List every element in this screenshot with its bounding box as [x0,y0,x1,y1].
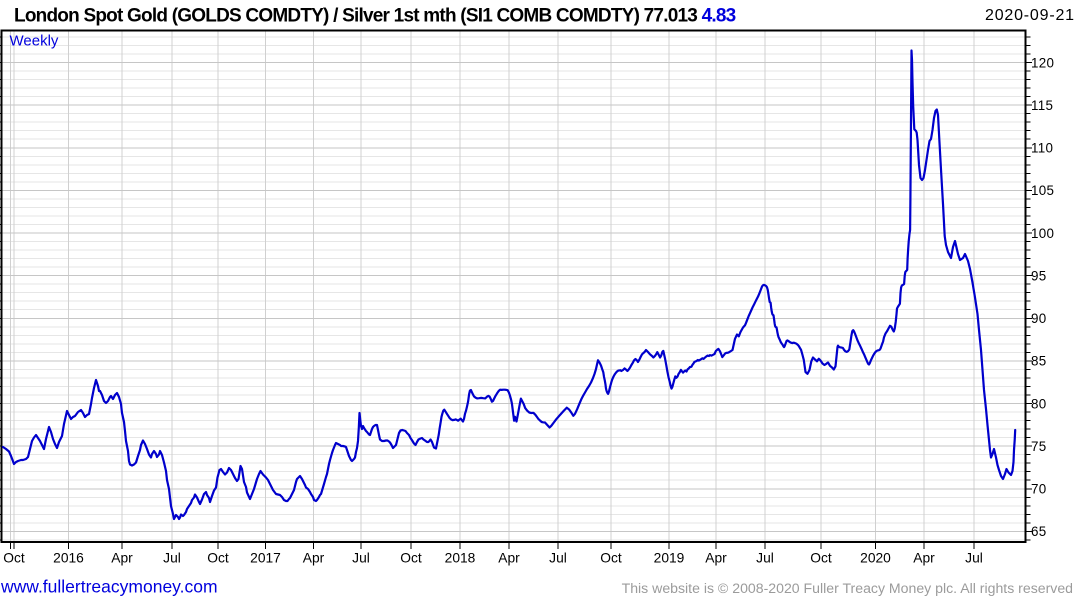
svg-text:120: 120 [1031,55,1054,70]
svg-text:65: 65 [1031,524,1047,539]
svg-text:100: 100 [1031,226,1054,241]
svg-text:2016: 2016 [53,551,84,566]
svg-text:115: 115 [1031,98,1053,113]
svg-text:Oct: Oct [207,551,229,566]
svg-text:London Spot Gold (GOLDS COMDTY: London Spot Gold (GOLDS COMDTY) / Silver… [14,6,736,27]
svg-text:www.fullertreacymoney.com: www.fullertreacymoney.com [0,577,218,597]
svg-text:90: 90 [1031,311,1047,326]
svg-text:75: 75 [1031,439,1047,454]
svg-text:Jul: Jul [756,551,774,566]
svg-text:105: 105 [1031,183,1054,198]
svg-text:2020: 2020 [860,551,891,566]
svg-text:2017: 2017 [250,551,281,566]
svg-text:Jul: Jul [965,551,983,566]
svg-text:Oct: Oct [3,551,25,566]
svg-text:85: 85 [1031,354,1047,369]
svg-text:95: 95 [1031,268,1047,283]
svg-text:Oct: Oct [810,551,832,566]
svg-text:Oct: Oct [600,551,622,566]
svg-text:Apr: Apr [303,551,325,566]
svg-text:70: 70 [1031,482,1047,497]
svg-text:80: 80 [1031,396,1047,411]
svg-text:This website is © 2008-2020 Fu: This website is © 2008-2020 Fuller Treac… [622,580,1073,596]
svg-text:Apr: Apr [498,551,520,566]
svg-text:2018: 2018 [445,551,476,566]
svg-text:Jul: Jul [163,551,181,566]
svg-text:Apr: Apr [705,551,727,566]
svg-text:Apr: Apr [913,551,935,566]
svg-text:2019: 2019 [654,551,685,566]
svg-text:2020-09-21: 2020-09-21 [985,7,1075,24]
svg-text:Jul: Jul [549,551,567,566]
svg-text:Weekly: Weekly [10,33,59,50]
svg-text:110: 110 [1031,141,1053,156]
svg-text:Apr: Apr [111,551,133,566]
svg-text:Jul: Jul [352,551,370,566]
svg-text:Oct: Oct [400,551,422,566]
